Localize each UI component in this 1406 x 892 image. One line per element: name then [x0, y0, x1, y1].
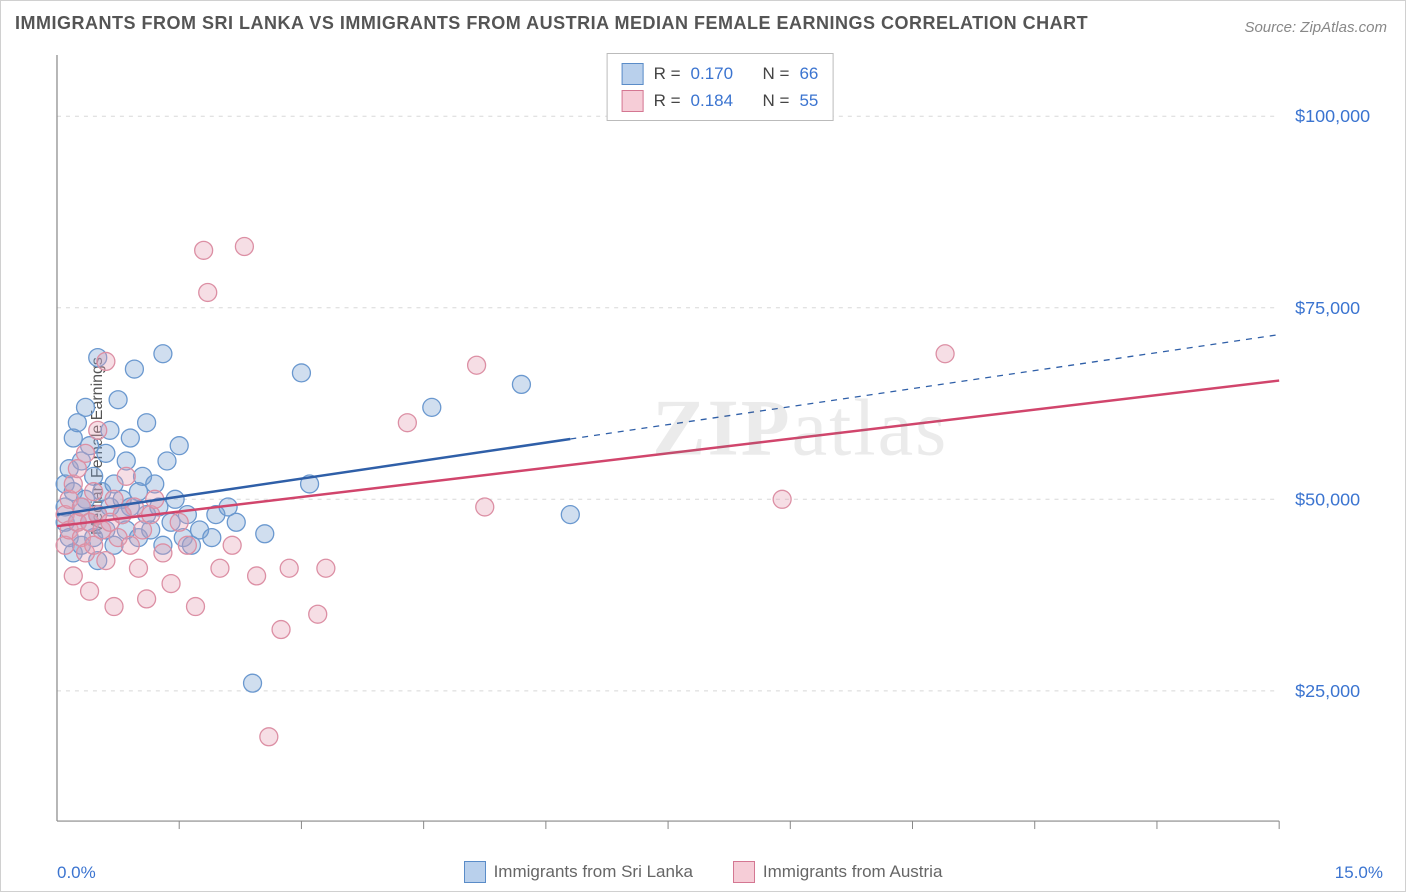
- series-legend: Immigrants from Sri Lanka Immigrants fro…: [1, 861, 1405, 883]
- plot-area: ZIPatlas R = 0.170 N = 66 R = 0.184 N = …: [51, 49, 1389, 841]
- n-label: N =: [763, 60, 790, 87]
- legend-label: Immigrants from Austria: [763, 862, 943, 882]
- r-label: R =: [654, 87, 681, 114]
- swatch-icon: [464, 861, 486, 883]
- chart-title: IMMIGRANTS FROM SRI LANKA VS IMMIGRANTS …: [15, 13, 1088, 34]
- svg-text:$50,000: $50,000: [1295, 489, 1360, 509]
- swatch-icon: [622, 63, 644, 85]
- r-value: 0.170: [691, 60, 734, 87]
- r-value: 0.184: [691, 87, 734, 114]
- chart-svg: $25,000 $50,000 $75,000 $100,000: [51, 49, 1389, 841]
- chart-container: IMMIGRANTS FROM SRI LANKA VS IMMIGRANTS …: [0, 0, 1406, 892]
- legend-label: Immigrants from Sri Lanka: [494, 862, 693, 882]
- svg-text:$100,000: $100,000: [1295, 106, 1370, 126]
- swatch-icon: [733, 861, 755, 883]
- legend-row-austria: R = 0.184 N = 55: [622, 87, 819, 114]
- svg-text:$75,000: $75,000: [1295, 298, 1360, 318]
- legend-item-austria: Immigrants from Austria: [733, 861, 943, 883]
- r-label: R =: [654, 60, 681, 87]
- correlation-legend: R = 0.170 N = 66 R = 0.184 N = 55: [607, 53, 834, 121]
- n-value: 66: [799, 60, 818, 87]
- n-label: N =: [763, 87, 790, 114]
- legend-item-sri-lanka: Immigrants from Sri Lanka: [464, 861, 693, 883]
- swatch-icon: [622, 90, 644, 112]
- n-value: 55: [799, 87, 818, 114]
- legend-row-sri-lanka: R = 0.170 N = 66: [622, 60, 819, 87]
- source-label: Source: ZipAtlas.com: [1244, 19, 1387, 36]
- svg-text:$25,000: $25,000: [1295, 681, 1360, 701]
